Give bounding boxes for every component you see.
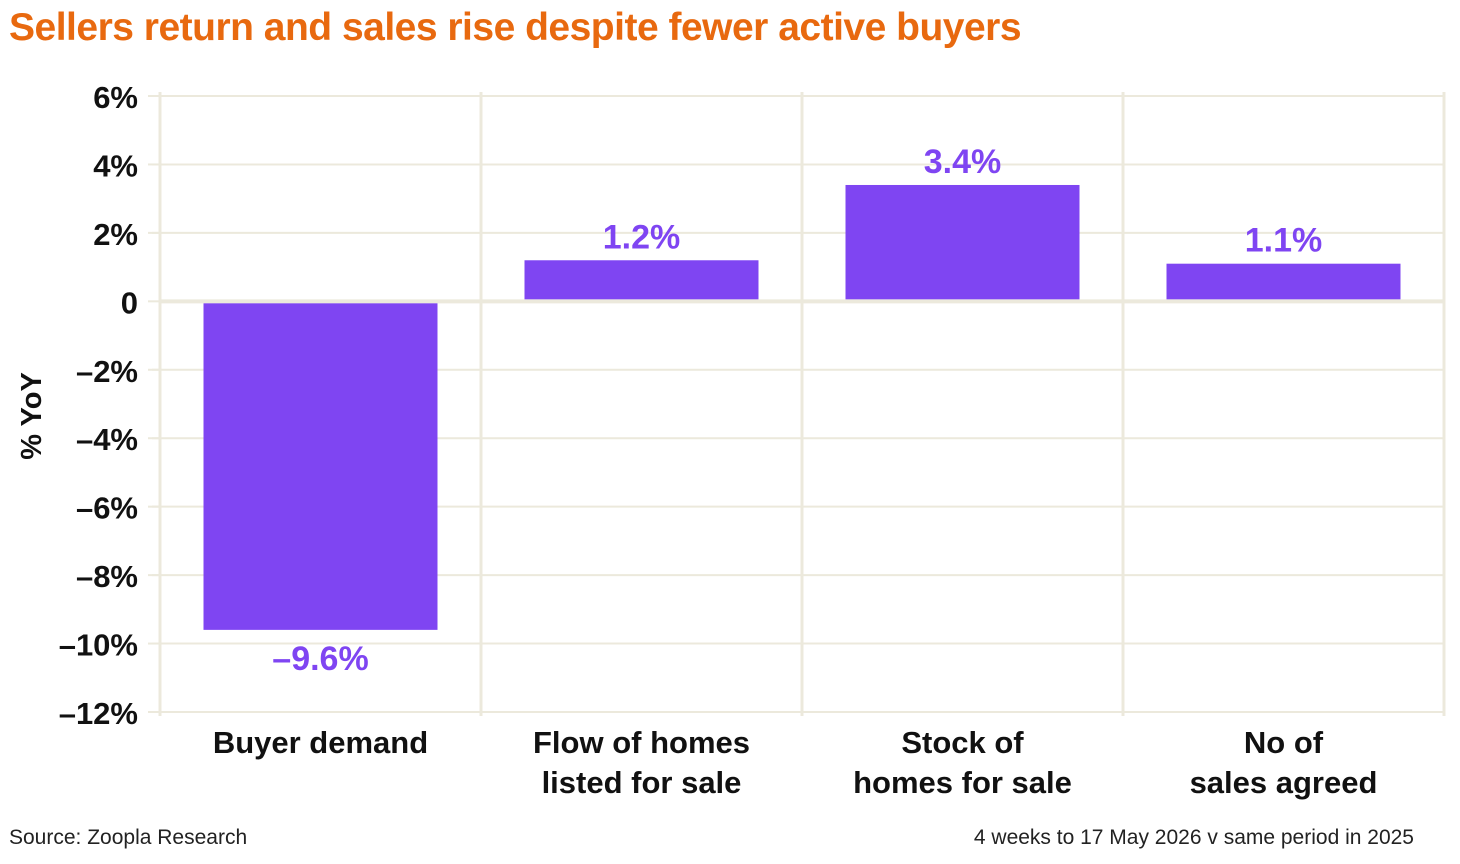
bar <box>1166 263 1401 300</box>
y-tick-label: –4% <box>76 422 138 457</box>
y-tick-label: –2% <box>76 354 138 389</box>
bar <box>203 303 438 630</box>
x-category-label: Flow of homes <box>533 725 750 760</box>
bar <box>524 260 759 300</box>
bar <box>845 184 1080 300</box>
y-tick-label: 6% <box>93 80 138 115</box>
y-tick-label: –10% <box>59 628 138 663</box>
y-axis-title: % YoY <box>16 372 48 460</box>
x-category-label: No of <box>1244 725 1324 760</box>
x-category-label: Buyer demand <box>213 725 428 760</box>
x-category-label: Stock of <box>901 725 1024 760</box>
x-category-label: listed for sale <box>542 765 742 800</box>
x-category-label: homes for sale <box>853 765 1072 800</box>
y-tick-label: 2% <box>93 217 138 252</box>
period-note: 4 weeks to 17 May 2026 v same period in … <box>973 826 1414 849</box>
bars-layer <box>203 184 1401 630</box>
labels-layer: 6% 4% 2% 0 –2% –4% –6% –8% –10% –12% –9.6% Buyer de… <box>59 80 1378 800</box>
data-label: 1.1% <box>1245 222 1323 260</box>
y-tick-label: –8% <box>76 559 138 594</box>
y-tick-label: 0 <box>121 285 138 320</box>
y-tick-label: –12% <box>59 696 138 731</box>
data-label: 3.4% <box>924 143 1002 181</box>
data-label: 1.2% <box>603 218 681 256</box>
y-tick-label: –6% <box>76 491 138 526</box>
y-tick-label: 4% <box>93 148 138 183</box>
source-note: Source: Zoopla Research <box>9 826 248 849</box>
data-label: –9.6% <box>272 640 368 678</box>
x-category-label: sales agreed <box>1190 765 1378 800</box>
chart-title: Sellers return and sales rise despite fe… <box>9 6 1022 49</box>
